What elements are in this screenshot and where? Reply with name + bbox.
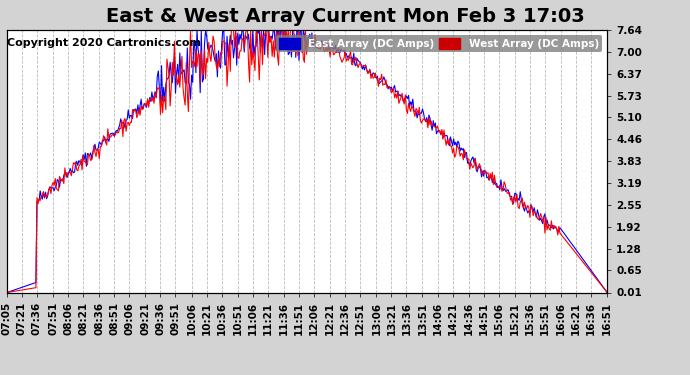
- East Array (DC Amps): [3, 290, 11, 295]
- Legend: East Array (DC Amps), West Array (DC Amps): East Array (DC Amps), West Array (DC Amp…: [276, 35, 602, 52]
- West Array (DC Amps): [227, 28, 235, 32]
- East Array (DC Amps): [7, 289, 15, 293]
- East Array (DC Amps): [393, 89, 401, 93]
- West Array (DC Amps): [393, 96, 401, 100]
- East Array (DC Amps): [193, 28, 201, 32]
- Line: West Array (DC Amps): West Array (DC Amps): [7, 30, 607, 292]
- West Array (DC Amps): [528, 204, 536, 209]
- Line: East Array (DC Amps): East Array (DC Amps): [7, 30, 607, 292]
- East Array (DC Amps): [513, 198, 521, 203]
- West Array (DC Amps): [52, 186, 61, 191]
- Text: East & West Array Current Mon Feb 3 17:03: East & West Array Current Mon Feb 3 17:0…: [106, 8, 584, 27]
- East Array (DC Amps): [603, 290, 611, 295]
- West Array (DC Amps): [513, 192, 521, 197]
- West Array (DC Amps): [603, 290, 611, 295]
- East Array (DC Amps): [528, 206, 536, 210]
- West Array (DC Amps): [3, 290, 11, 295]
- West Array (DC Amps): [426, 123, 434, 127]
- Text: Copyright 2020 Cartronics.com: Copyright 2020 Cartronics.com: [7, 38, 201, 48]
- West Array (DC Amps): [7, 290, 15, 294]
- East Array (DC Amps): [52, 183, 61, 188]
- East Array (DC Amps): [426, 116, 434, 120]
